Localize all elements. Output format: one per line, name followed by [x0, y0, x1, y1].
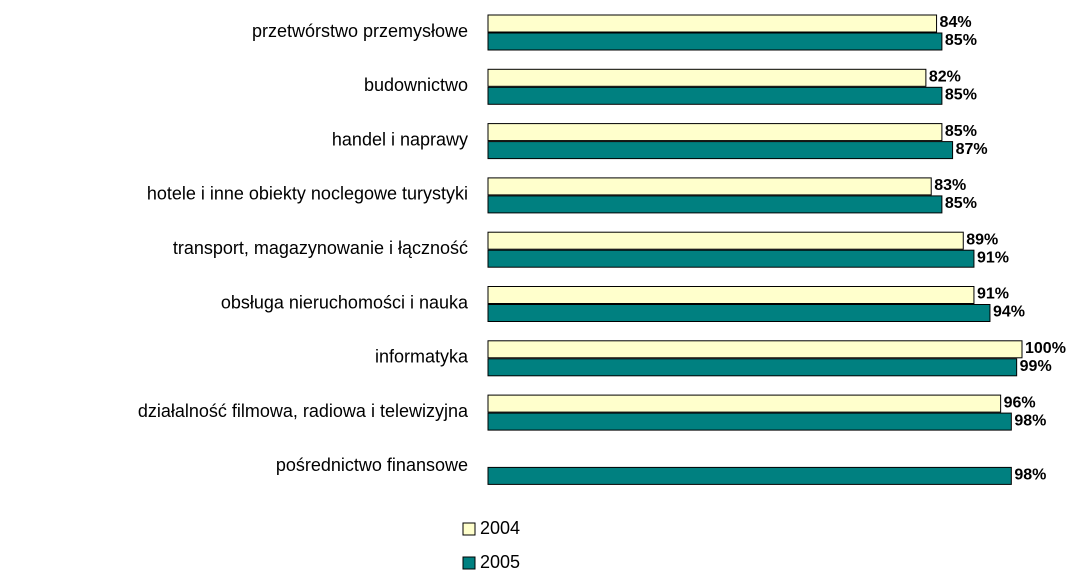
- bar: [487, 14, 938, 33]
- value-label: 85%: [945, 87, 977, 104]
- value-label: 98%: [1014, 412, 1046, 429]
- value-label: 99%: [1020, 358, 1052, 375]
- bar: [487, 86, 943, 105]
- value-label: 84%: [940, 14, 972, 31]
- category-label: informatyka: [375, 347, 469, 367]
- value-label: 83%: [934, 177, 966, 194]
- value-label: 100%: [1025, 340, 1066, 357]
- bar: [487, 231, 964, 250]
- bar: [487, 249, 975, 268]
- value-label: 98%: [1014, 467, 1046, 484]
- legend-swatch: [462, 522, 476, 536]
- value-label: 82%: [929, 69, 961, 86]
- legend-label: 2005: [480, 552, 520, 572]
- bar: [487, 394, 1002, 413]
- bar: [487, 32, 943, 51]
- value-label: 87%: [956, 141, 988, 158]
- bar: [487, 358, 1018, 377]
- bar: [487, 412, 1012, 431]
- bar: [487, 195, 943, 214]
- bar: [487, 466, 1012, 485]
- bar: [487, 340, 1023, 359]
- legend-swatch: [462, 556, 476, 570]
- category-label: działalność filmowa, radiowa i telewizyj…: [138, 401, 469, 421]
- value-label: 85%: [945, 123, 977, 140]
- bar: [487, 141, 954, 160]
- bar: [487, 304, 991, 322]
- value-label: 96%: [1004, 394, 1036, 411]
- value-label: 94%: [993, 304, 1025, 321]
- bar: [487, 68, 927, 87]
- value-label: 85%: [945, 32, 977, 49]
- category-label: hotele i inne obiekty noclegowe turystyk…: [147, 184, 468, 204]
- bar: [487, 286, 975, 304]
- category-label: przetwórstwo przemysłowe: [252, 21, 468, 41]
- category-label: budownictwo: [364, 75, 468, 95]
- value-label: 91%: [977, 249, 1009, 266]
- value-label: 91%: [977, 286, 1009, 303]
- category-label: transport, magazynowanie i łączność: [173, 238, 468, 258]
- value-label: 89%: [966, 231, 998, 248]
- category-label: handel i naprawy: [332, 129, 468, 149]
- bar: [487, 123, 943, 142]
- value-label: 85%: [945, 195, 977, 212]
- legend-label: 2004: [480, 518, 520, 538]
- category-label: pośrednictwo finansowe: [276, 455, 468, 475]
- bar: [487, 177, 932, 196]
- category-label: obsługa nieruchomości i nauka: [221, 292, 469, 312]
